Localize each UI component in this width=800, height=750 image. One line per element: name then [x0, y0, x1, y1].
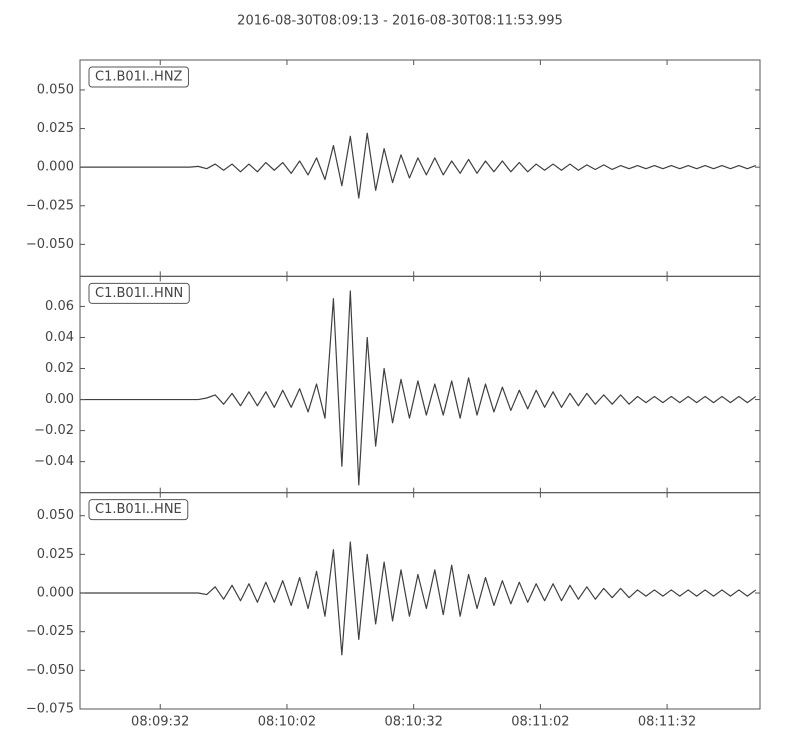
y-tick-label: −0.075 — [26, 702, 74, 717]
trace-label-box — [88, 66, 189, 88]
y-tick-label: 0.00 — [45, 392, 74, 407]
x-tick-label: 08:10:32 — [384, 715, 442, 730]
figure-title: 2016-08-30T08:09:13 - 2016-08-30T08:11:5… — [237, 14, 563, 29]
y-tick-label: 0.06 — [45, 299, 74, 314]
panel-frame — [79, 492, 761, 710]
x-tick-label: 08:10:02 — [258, 715, 316, 730]
trace-label: C1.B01I..HNZ — [95, 70, 183, 85]
y-tick-label: 0.000 — [37, 586, 74, 601]
y-tick-label: 0.050 — [37, 82, 74, 97]
y-tick-label: 0.025 — [37, 547, 74, 562]
x-tick-label: 08:09:32 — [131, 715, 189, 730]
y-tick-label: 0.050 — [37, 508, 74, 523]
trace-label-box — [88, 499, 189, 521]
y-tick-label: 0.04 — [45, 330, 74, 345]
waveform — [80, 290, 757, 486]
waveform — [80, 132, 757, 199]
y-tick-label: −0.050 — [26, 663, 74, 678]
y-tick-label: 0.000 — [37, 160, 74, 175]
y-tick-label: −0.04 — [34, 454, 74, 469]
y-tick-label: −0.025 — [26, 624, 74, 639]
x-tick-label: 08:11:02 — [511, 715, 569, 730]
waveform — [80, 541, 757, 656]
y-tick-label: 0.02 — [45, 361, 74, 376]
y-tick-label: 0.025 — [37, 121, 74, 136]
y-tick-label: −0.025 — [26, 198, 74, 213]
trace-label: C1.B01I..HNE — [95, 502, 182, 517]
x-tick-label: 08:11:32 — [638, 715, 696, 730]
trace-label-box — [88, 282, 190, 304]
trace-label: C1.B01I..HNN — [95, 286, 183, 301]
y-tick-label: −0.02 — [34, 423, 74, 438]
y-tick-label: −0.050 — [26, 237, 74, 252]
